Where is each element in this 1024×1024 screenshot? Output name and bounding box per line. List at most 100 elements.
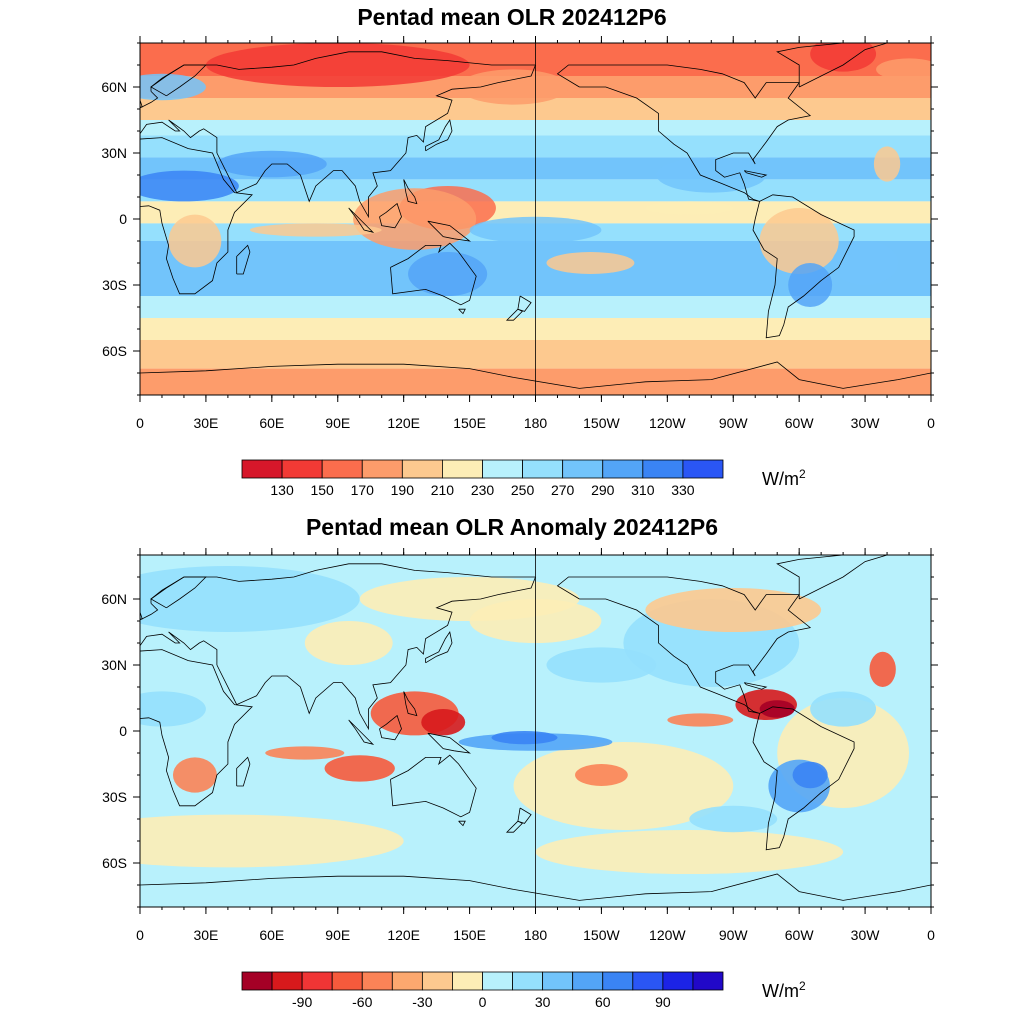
coastline (236, 244, 251, 275)
colorbar-swatch (632, 971, 664, 991)
colorbar-swatch (391, 971, 423, 991)
field-blob (491, 731, 558, 745)
colorbar-swatch (602, 971, 634, 991)
colorbar-label: 190 (391, 482, 415, 498)
field-layer (140, 555, 931, 907)
colorbar-swatch (442, 459, 483, 479)
coastline (776, 555, 888, 600)
field-blob (656, 157, 767, 193)
coastline (458, 820, 466, 827)
colorbar-swatch (562, 459, 604, 479)
colorbar-label: 270 (551, 482, 575, 498)
colorbar-label: -90 (292, 994, 312, 1010)
olr-colorbar: 130 150 170 190 210 230 250 270 290 310 330 (241, 459, 724, 498)
colorbar-label: 130 (270, 482, 294, 498)
colorbar-label: 310 (631, 482, 655, 498)
coastline (517, 807, 532, 824)
x-tick-label: 120E (387, 927, 420, 943)
field-blob (140, 170, 239, 202)
units-base: W/m (762, 981, 799, 1001)
y-tick-label: 60N (101, 79, 127, 95)
coastline (140, 137, 253, 295)
x-tick-label: 180 (524, 415, 548, 431)
y-tick-label: 60N (101, 591, 127, 607)
field-blob (810, 691, 877, 727)
field-blob (645, 201, 734, 215)
colorbar-swatch (281, 459, 323, 479)
panel1-title: Pentad mean OLR 202412P6 (357, 4, 667, 30)
coastline (379, 714, 402, 741)
field-blob (249, 223, 382, 237)
colorbar-swatch (301, 971, 333, 991)
field-blob (832, 241, 899, 285)
field-blob (421, 709, 466, 736)
x-tick-label: 0 (136, 927, 144, 943)
x-tick-label: 90E (325, 927, 350, 943)
coastline (427, 220, 472, 242)
colorbar-label: 250 (511, 482, 535, 498)
x-tick-label: 90W (719, 927, 749, 943)
colorbar-swatch (542, 971, 574, 991)
colorbar-label: -30 (412, 994, 432, 1010)
coastline (403, 691, 418, 717)
coastline (390, 754, 477, 818)
colorbar-label: 150 (310, 482, 334, 498)
colorbar-swatch (482, 459, 523, 479)
field-blob (140, 691, 206, 727)
coastline (150, 64, 207, 97)
coastline (216, 576, 536, 731)
colorbar-swatch (512, 971, 544, 991)
coastlines (140, 555, 931, 901)
y-tick-label: 30N (101, 657, 127, 673)
coastlines (140, 43, 931, 389)
panel2-title: Pentad mean OLR Anomaly 202412P6 (305, 514, 719, 540)
x-tick-label: 120E (387, 415, 420, 431)
coastline (505, 820, 523, 833)
x-tick-label: 0 (927, 415, 935, 431)
colorbar-swatch (331, 971, 363, 991)
colorbar-swatch (452, 971, 483, 991)
field-blob (759, 208, 839, 274)
x-tick-label: 30W (851, 927, 881, 943)
coastline (425, 118, 453, 152)
y-tick-label: 0 (119, 723, 127, 739)
x-tick-label: 150E (453, 927, 486, 943)
field-blob (353, 188, 477, 250)
units-base: W/m (762, 469, 799, 489)
coastline (556, 64, 812, 202)
coastline (348, 719, 375, 745)
y-tick-label: 30S (102, 277, 127, 293)
coastline (150, 576, 207, 609)
x-tick-label: 90E (325, 415, 350, 431)
coastline (348, 207, 375, 233)
colorbar-label: 170 (351, 482, 375, 498)
x-tick-label: 180 (524, 927, 548, 943)
field-blob (168, 214, 222, 268)
field-blob (458, 69, 569, 105)
coastline (556, 576, 812, 714)
x-tick-label: 60W (785, 415, 815, 431)
y-tick-label: 30N (101, 145, 127, 161)
y-tick-label: 60S (102, 343, 127, 359)
colorbar-swatch (642, 459, 684, 479)
x-tick-label: 60W (785, 927, 815, 943)
colorbar-swatch (522, 459, 564, 479)
x-tick-label: 120W (649, 927, 686, 943)
x-tick-label: 30E (193, 415, 218, 431)
colorbar-label: -60 (352, 994, 372, 1010)
colorbar-label: 210 (431, 482, 455, 498)
x-tick-label: 120W (649, 415, 686, 431)
x-tick-label: 0 (927, 927, 935, 943)
coastline (379, 202, 402, 229)
coastline (216, 64, 536, 219)
field-blob (876, 58, 931, 81)
anomaly-colorbar: -90 -60 -30 0 30 60 90 (241, 971, 724, 1010)
x-tick-label: 60E (259, 927, 284, 943)
x-tick-label: 30E (193, 927, 218, 943)
colorbar-swatch (682, 459, 724, 479)
olr-anomaly-map-panel: 0 30E 60E 90E 120E 150E 180 150W 120W 90W 60W 30W 0 6… (101, 548, 938, 943)
coastline (140, 361, 931, 389)
x-tick-label: 0 (136, 415, 144, 431)
field-blob (575, 764, 628, 786)
colorbar-swatch (602, 459, 644, 479)
